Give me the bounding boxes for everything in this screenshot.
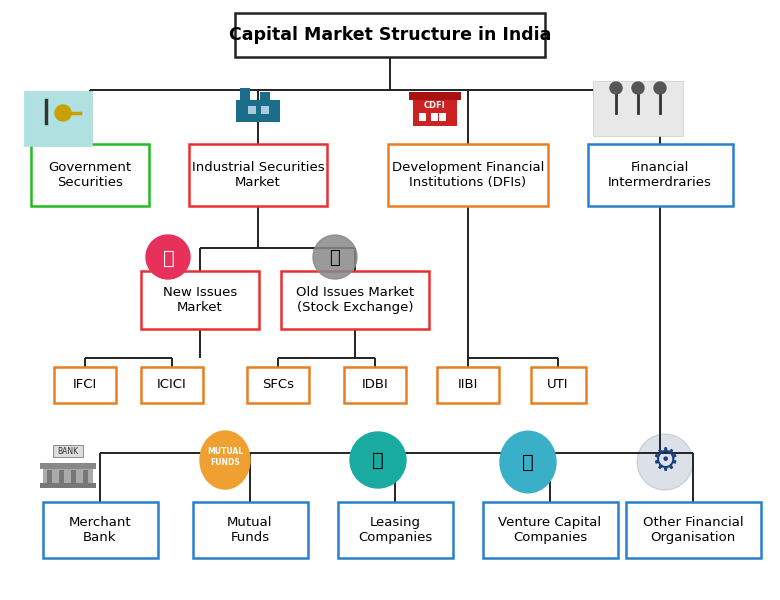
Text: SFCs: SFCs — [262, 379, 294, 391]
FancyBboxPatch shape — [338, 502, 452, 558]
FancyBboxPatch shape — [593, 80, 683, 136]
FancyBboxPatch shape — [248, 106, 256, 114]
FancyBboxPatch shape — [409, 92, 461, 100]
Text: IIBI: IIBI — [458, 379, 478, 391]
FancyBboxPatch shape — [53, 445, 83, 457]
FancyBboxPatch shape — [431, 113, 438, 121]
Text: Financial
Intermerdraries: Financial Intermerdraries — [608, 161, 712, 189]
Text: 📣: 📣 — [163, 248, 175, 268]
FancyBboxPatch shape — [40, 463, 96, 469]
Text: Mutual
Funds: Mutual Funds — [227, 516, 273, 544]
FancyBboxPatch shape — [260, 92, 270, 102]
FancyBboxPatch shape — [141, 271, 259, 329]
Text: 📊: 📊 — [522, 452, 534, 472]
FancyBboxPatch shape — [626, 502, 760, 558]
Circle shape — [610, 82, 622, 94]
FancyBboxPatch shape — [344, 367, 406, 403]
Text: Industrial Securities
Market: Industrial Securities Market — [192, 161, 324, 189]
FancyBboxPatch shape — [47, 470, 52, 484]
Text: New Issues
Market: New Issues Market — [163, 286, 237, 314]
Text: CDFI: CDFI — [424, 101, 446, 110]
FancyBboxPatch shape — [141, 367, 203, 403]
Text: Other Financial
Organisation: Other Financial Organisation — [643, 516, 743, 544]
FancyBboxPatch shape — [240, 88, 250, 102]
Text: ⚙: ⚙ — [651, 448, 679, 476]
Text: IFCI: IFCI — [73, 379, 98, 391]
FancyBboxPatch shape — [439, 113, 446, 121]
Text: Capital Market Structure in India: Capital Market Structure in India — [229, 26, 551, 44]
Circle shape — [350, 432, 406, 488]
FancyBboxPatch shape — [71, 470, 76, 484]
FancyBboxPatch shape — [24, 91, 92, 145]
Circle shape — [637, 434, 693, 490]
Text: Leasing
Companies: Leasing Companies — [358, 516, 432, 544]
Circle shape — [632, 82, 644, 94]
Text: Old Issues Market
(Stock Exchange): Old Issues Market (Stock Exchange) — [296, 286, 414, 314]
Text: IDBI: IDBI — [362, 379, 388, 391]
FancyBboxPatch shape — [483, 502, 618, 558]
FancyBboxPatch shape — [54, 367, 116, 403]
FancyBboxPatch shape — [43, 467, 93, 485]
Text: 🔍: 🔍 — [330, 249, 340, 267]
Text: Merchant
Bank: Merchant Bank — [69, 516, 131, 544]
Text: 🤸: 🤸 — [372, 451, 384, 469]
FancyBboxPatch shape — [59, 470, 64, 484]
Circle shape — [146, 235, 190, 279]
FancyBboxPatch shape — [83, 470, 88, 484]
FancyBboxPatch shape — [261, 106, 269, 114]
Text: UTI: UTI — [548, 379, 569, 391]
Text: Government
Securities: Government Securities — [48, 161, 132, 189]
FancyBboxPatch shape — [193, 502, 307, 558]
FancyBboxPatch shape — [247, 367, 309, 403]
FancyBboxPatch shape — [587, 144, 732, 206]
FancyBboxPatch shape — [189, 144, 327, 206]
Circle shape — [313, 235, 357, 279]
FancyBboxPatch shape — [437, 367, 499, 403]
FancyBboxPatch shape — [419, 113, 426, 121]
Circle shape — [654, 82, 666, 94]
Ellipse shape — [200, 431, 250, 489]
FancyBboxPatch shape — [235, 13, 545, 57]
FancyBboxPatch shape — [388, 144, 548, 206]
FancyBboxPatch shape — [31, 144, 149, 206]
Text: Development Financial
Institutions (DFIs): Development Financial Institutions (DFIs… — [392, 161, 544, 189]
Text: BANK: BANK — [58, 446, 79, 455]
FancyBboxPatch shape — [42, 502, 158, 558]
FancyBboxPatch shape — [236, 100, 280, 122]
Text: Venture Capital
Companies: Venture Capital Companies — [498, 516, 601, 544]
FancyBboxPatch shape — [413, 98, 457, 126]
FancyBboxPatch shape — [281, 271, 429, 329]
FancyBboxPatch shape — [40, 483, 96, 488]
Ellipse shape — [500, 431, 556, 493]
Circle shape — [55, 105, 71, 121]
Text: MUTUAL
FUNDS: MUTUAL FUNDS — [207, 448, 243, 467]
Text: ICICI: ICICI — [157, 379, 187, 391]
FancyBboxPatch shape — [530, 367, 586, 403]
